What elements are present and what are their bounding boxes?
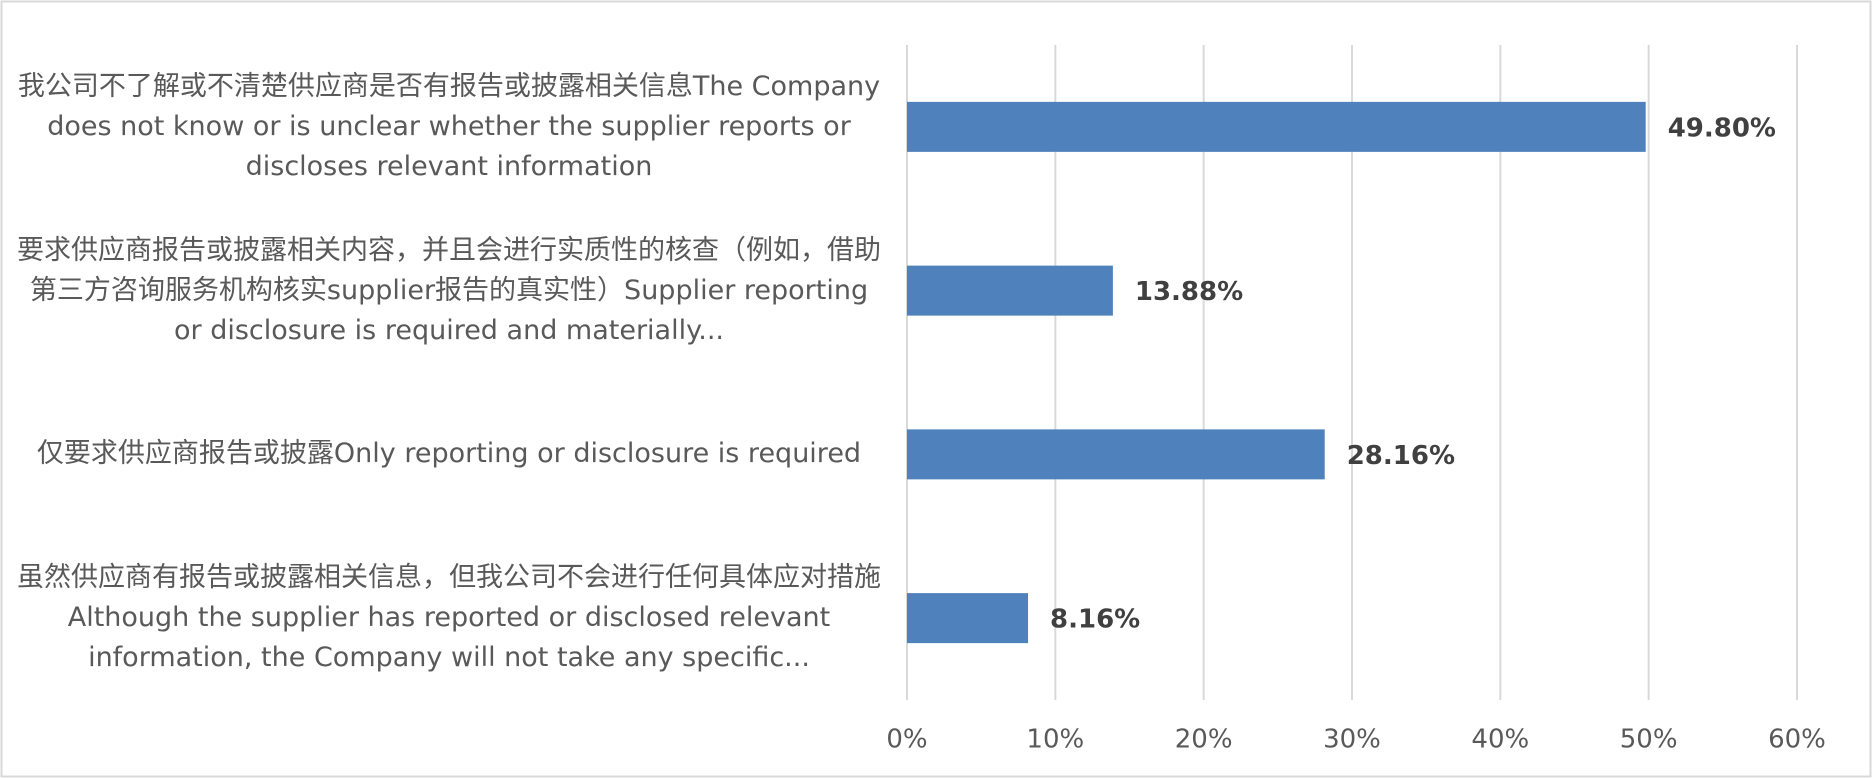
data-label: 13.88% — [1135, 277, 1243, 307]
bar — [907, 593, 1029, 644]
x-tick-label: 10% — [1026, 725, 1084, 755]
bar — [907, 265, 1113, 316]
y-tick-label: 我公司不了解或不清楚供应商是否有报告或披露相关信息The Company doe… — [17, 70, 881, 182]
data-label: 28.16% — [1347, 441, 1455, 471]
x-tick-label: 20% — [1175, 725, 1233, 755]
x-tick-label: 60% — [1768, 725, 1826, 755]
y-tick-label: 虽然供应商有报告或披露相关信息，但我公司不会进行任何具体应对措施Although… — [17, 562, 881, 674]
bar — [907, 429, 1325, 480]
y-tick-label: 仅要求供应商报告或披露Only reporting or disclosure … — [36, 438, 862, 470]
data-label: 49.80% — [1668, 113, 1776, 143]
x-tick-label: 30% — [1323, 725, 1381, 755]
x-tick-label: 0% — [886, 725, 927, 755]
x-tick-label: 40% — [1471, 725, 1529, 755]
bar — [907, 101, 1646, 152]
y-tick-label: 要求供应商报告或披露相关内容，并且会进行实质性的核查（例如，借助第三方咨询服务机… — [17, 234, 881, 346]
x-tick-label: 50% — [1620, 725, 1678, 755]
data-label: 8.16% — [1050, 605, 1140, 635]
